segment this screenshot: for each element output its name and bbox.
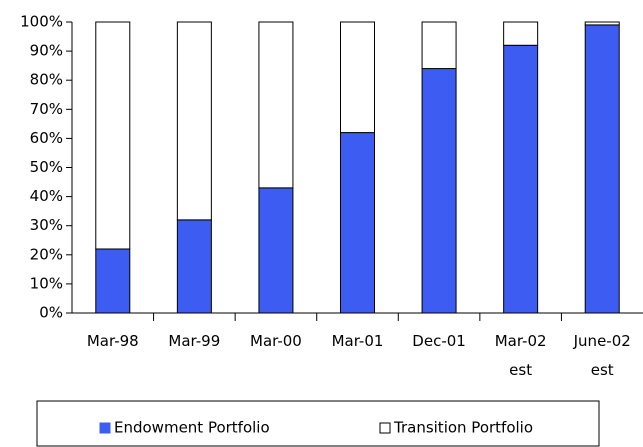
y-tick-label: 60%	[30, 129, 63, 147]
x-tick-label-line: June-02	[573, 332, 631, 350]
bar-segment	[340, 21, 375, 134]
bar-segment	[503, 44, 539, 314]
x-tick-label: Mar-99	[168, 332, 220, 350]
x-tick-label-line: est	[509, 361, 532, 379]
legend-swatch	[379, 422, 391, 434]
bar-segment	[176, 21, 212, 221]
x-tick-label-line: Mar-98	[87, 332, 139, 350]
y-tick-label: 90%	[30, 42, 63, 60]
legend-swatch	[99, 422, 111, 434]
x-tick-label-line: Mar-00	[250, 332, 302, 350]
bar-segment	[584, 21, 620, 26]
y-tick-label: 80%	[30, 71, 63, 89]
bar-segment	[421, 21, 457, 70]
bar-segment	[258, 187, 294, 314]
x-tick-label: June-02 est	[573, 332, 631, 379]
x-tick-label: Mar-02 est	[495, 332, 547, 379]
bar-segment	[176, 219, 212, 314]
legend-label: Endowment Portfolio	[114, 419, 270, 437]
legend-label: Transition Portfolio	[393, 419, 533, 437]
y-tick-label: 50%	[30, 158, 63, 176]
x-tick-label: Mar-01	[332, 332, 384, 350]
y-tick-label: 100%	[20, 13, 63, 31]
x-tick-label-line: Mar-01	[332, 332, 384, 350]
bar-segment	[503, 21, 539, 46]
x-tick-label: Mar-98	[87, 332, 139, 350]
y-tick-label: 40%	[30, 187, 63, 205]
x-tick-label: Dec-01	[412, 332, 466, 350]
x-tick-label-line: Dec-01	[412, 332, 466, 350]
y-tick-label: 30%	[30, 216, 63, 234]
legend-box	[36, 400, 600, 447]
x-tick-label-line: Mar-99	[168, 332, 220, 350]
bar-segment	[584, 24, 620, 314]
bar-segment	[258, 21, 294, 189]
y-tick-label: 70%	[30, 100, 63, 118]
bar-segment	[95, 248, 131, 314]
bar-segment	[421, 68, 457, 314]
x-tick-label-line: Mar-02	[495, 332, 547, 350]
x-tick-label: Mar-00	[250, 332, 302, 350]
bar-segment	[340, 132, 375, 314]
y-tick-label: 20%	[30, 245, 63, 263]
bar-segment	[95, 21, 131, 250]
y-tick-label: 10%	[30, 274, 63, 292]
y-tick-label: 0%	[39, 304, 63, 322]
x-tick-label-line: est	[591, 361, 614, 379]
